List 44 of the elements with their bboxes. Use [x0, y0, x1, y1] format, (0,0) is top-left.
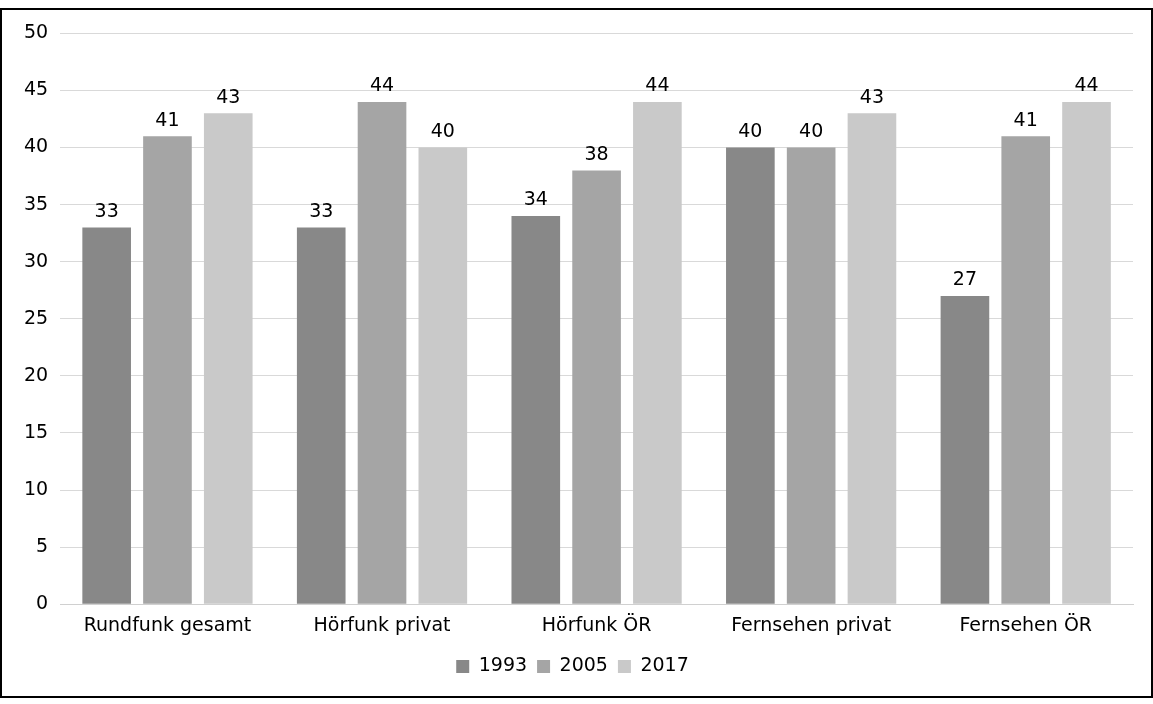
- x-tick-label: Fernsehen ÖR: [959, 612, 1093, 635]
- y-tick-label: 15: [23, 419, 49, 442]
- x-tick-label: Fernsehen privat: [731, 612, 892, 635]
- bar: [572, 170, 621, 604]
- y-tick-label: 30: [23, 248, 49, 271]
- legend-label: 1993: [478, 653, 528, 676]
- y-tick-label: 45: [23, 77, 49, 100]
- bar: [786, 147, 836, 604]
- bar: [357, 101, 407, 604]
- y-tick-label: 40: [23, 134, 49, 157]
- y-tick-label: 50: [23, 20, 49, 43]
- data-label: 41: [1013, 107, 1038, 130]
- y-tick-label: 20: [23, 362, 49, 385]
- bar: [82, 227, 131, 604]
- data-label: 43: [216, 84, 241, 107]
- data-label: 40: [738, 119, 763, 141]
- legend-label: 2005: [559, 653, 608, 676]
- x-tick-label: Hörfunk privat: [313, 612, 451, 635]
- data-label: 27: [952, 267, 978, 290]
- x-tick-label: Rundfunk gesamt: [83, 612, 252, 635]
- x-tick-label: Hörfunk ÖR: [541, 612, 652, 635]
- data-label: 43: [859, 84, 885, 107]
- data-label: 38: [584, 141, 609, 164]
- y-tick-label: 5: [36, 534, 49, 557]
- data-label: 44: [369, 73, 395, 96]
- bar: [296, 227, 346, 604]
- data-label: 41: [155, 107, 180, 130]
- bar: [940, 295, 990, 604]
- y-tick-label: 35: [23, 191, 49, 214]
- data-label: 40: [430, 119, 455, 141]
- y-tick-label: 25: [23, 305, 49, 328]
- bar: [143, 136, 192, 604]
- data-label: 33: [94, 198, 119, 221]
- bar: [511, 216, 561, 604]
- y-tick-label: 10: [23, 476, 49, 499]
- y-tick-label: 0: [36, 591, 49, 614]
- data-label: 44: [645, 73, 670, 96]
- data-label: 40: [799, 119, 824, 141]
- data-label: 33: [309, 198, 334, 221]
- data-label: 34: [523, 187, 548, 210]
- legend-label: 2017: [640, 653, 689, 676]
- data-label: 44: [1074, 73, 1099, 96]
- bar: [726, 147, 775, 604]
- bar: [1001, 136, 1051, 604]
